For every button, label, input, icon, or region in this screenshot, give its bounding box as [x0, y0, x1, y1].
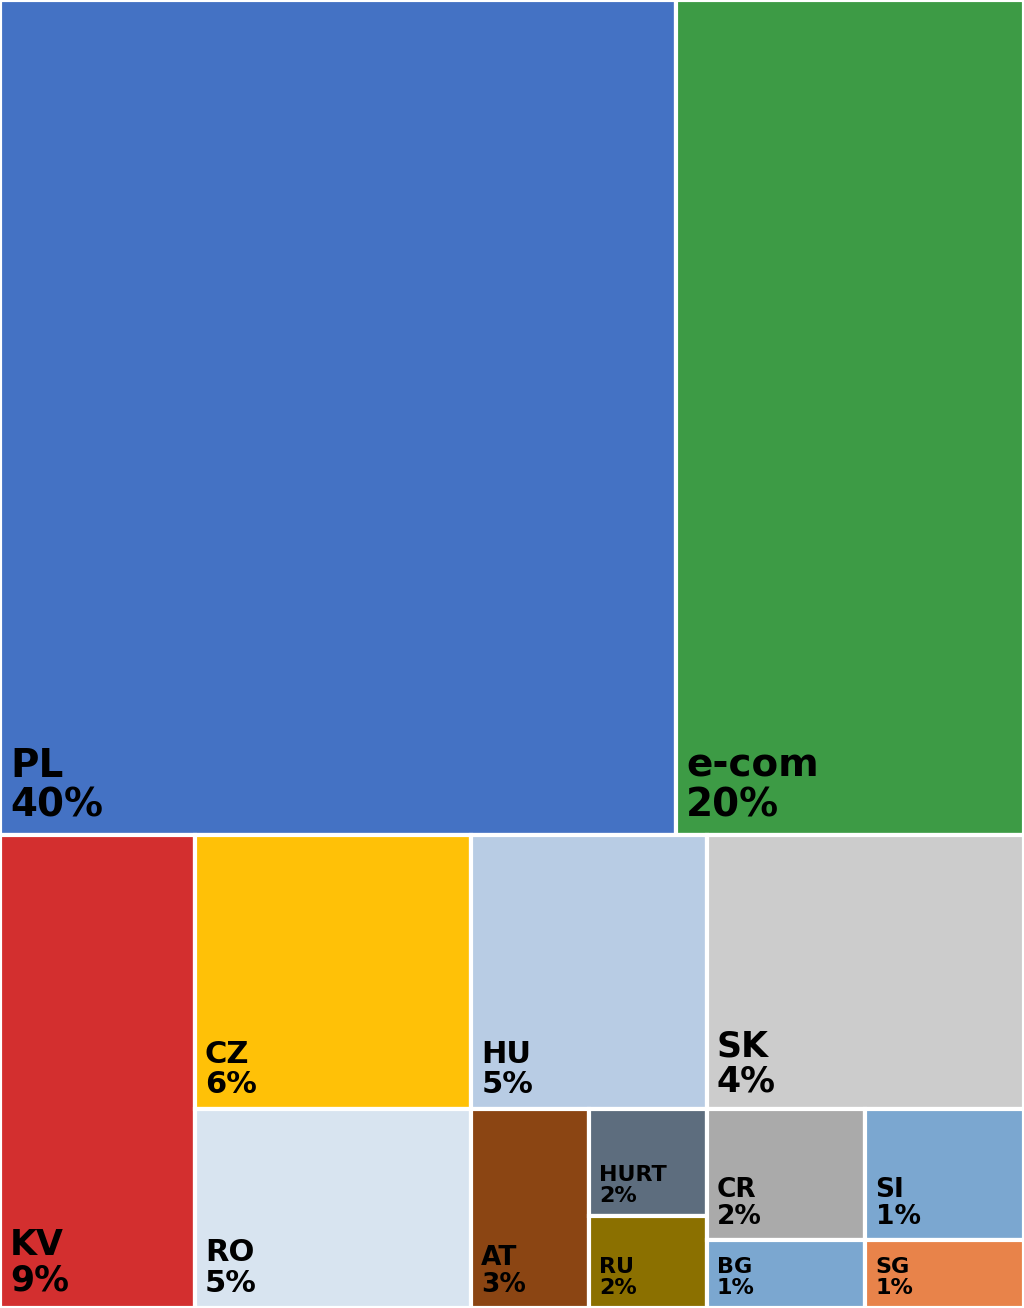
- Text: HU
5%: HU 5%: [481, 1040, 534, 1099]
- Bar: [707, 1240, 865, 1308]
- Bar: [865, 1109, 1024, 1240]
- Text: CZ
6%: CZ 6%: [205, 1040, 257, 1099]
- Text: e-com
20%: e-com 20%: [686, 747, 819, 824]
- Text: HURT
2%: HURT 2%: [599, 1165, 667, 1206]
- Bar: [195, 1109, 471, 1308]
- Bar: [195, 835, 471, 1109]
- Text: AT
3%: AT 3%: [481, 1244, 526, 1298]
- Bar: [471, 835, 707, 1109]
- Bar: [707, 835, 1024, 1109]
- Text: SG
1%: SG 1%: [876, 1257, 913, 1298]
- Text: KV
9%: KV 9%: [10, 1228, 70, 1298]
- Bar: [707, 1109, 865, 1240]
- Bar: [0, 835, 195, 1308]
- Text: RO
5%: RO 5%: [205, 1239, 257, 1298]
- Bar: [676, 0, 1024, 835]
- Text: RU
2%: RU 2%: [599, 1257, 637, 1298]
- Bar: [471, 1109, 589, 1308]
- Bar: [865, 1240, 1024, 1308]
- Bar: [589, 1109, 707, 1216]
- Bar: [0, 0, 676, 835]
- Text: SI
1%: SI 1%: [876, 1176, 921, 1230]
- Text: SK
4%: SK 4%: [717, 1029, 776, 1099]
- Text: PL
40%: PL 40%: [10, 747, 103, 824]
- Text: BG
1%: BG 1%: [717, 1257, 755, 1298]
- Text: CR
2%: CR 2%: [717, 1176, 762, 1230]
- Bar: [589, 1216, 707, 1308]
